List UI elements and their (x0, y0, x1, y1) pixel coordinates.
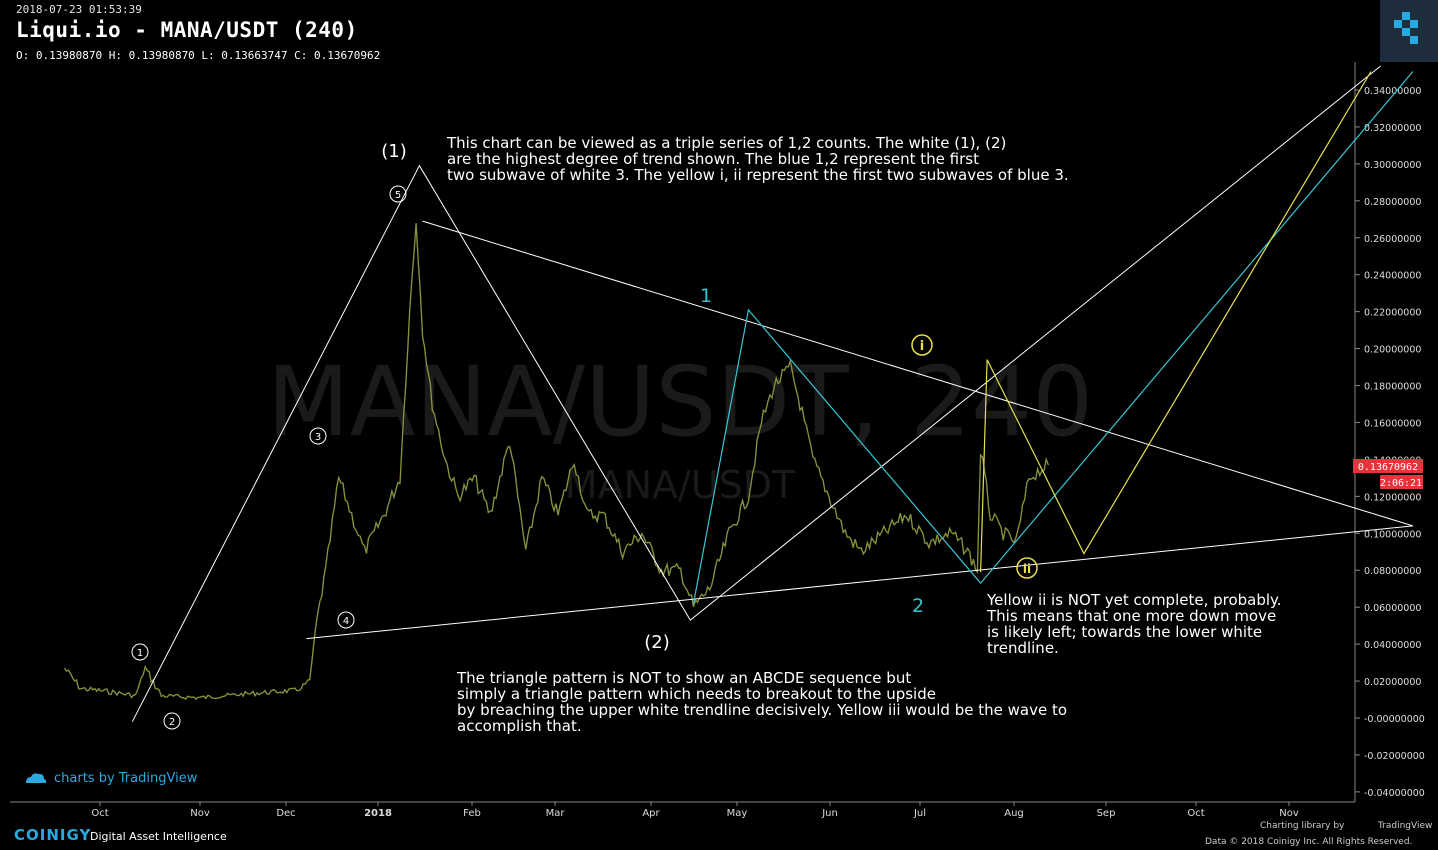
wave-marker-circle-1: 1 (131, 643, 149, 661)
x-tick-label: Nov (1279, 808, 1299, 819)
last-price-badge: 0.13670962 2:06:21 (1353, 459, 1423, 489)
x-tick-label: Jun (821, 808, 838, 819)
y-tick-label: -0.00000000 (1364, 714, 1425, 725)
svg-text:ii: ii (1023, 562, 1031, 576)
svg-text:accomplish that.: accomplish that. (457, 717, 582, 735)
price-series-line (63, 223, 1050, 701)
y-tick-label: 0.06000000 (1364, 603, 1421, 614)
x-tick-label: Oct (91, 808, 108, 819)
svg-text:5: 5 (395, 190, 401, 201)
y-tick-label: 0.10000000 (1364, 529, 1421, 540)
x-tick-label: Oct (1187, 808, 1204, 819)
wave-marker-circle-5: 5 (389, 185, 407, 203)
footer-brand[interactable]: COINIGY (14, 826, 92, 844)
bar-countdown: 2:06:21 (1380, 478, 1422, 489)
wave-label-white-2: (2) (644, 632, 670, 653)
chart-datetime: 2018-07-23 01:53:39 (16, 3, 142, 16)
note-bottom: The triangle pattern is NOT to show an A… (456, 669, 1067, 735)
svg-text:i: i (920, 339, 924, 354)
x-tick-label: Apr (642, 808, 660, 819)
wave-label-cyan-2: 2 (912, 595, 924, 617)
coinigy-logo[interactable] (1380, 0, 1438, 62)
y-tick-label: 0.12000000 (1364, 492, 1421, 503)
data-credit: Data © 2018 Coinigy Inc. All Rights Rese… (1205, 837, 1413, 847)
svg-text:simply a triangle pattern whic: simply a triangle pattern which needs to… (457, 685, 936, 703)
wave-marker-yellow-i: i (911, 334, 933, 356)
tradingview-footer-link[interactable]: TradingView (1378, 821, 1433, 831)
svg-text:1: 1 (137, 648, 143, 659)
svg-text:trendline.: trendline. (987, 639, 1059, 657)
note-top: This chart can be viewed as a triple ser… (446, 134, 1069, 184)
x-tick-label: Dec (276, 808, 295, 819)
y-tick-label: 0.28000000 (1364, 197, 1421, 208)
y-tick-label: 0.18000000 (1364, 382, 1421, 393)
upper-trendline[interactable] (422, 220, 1414, 527)
wave-marker-circle-2: 2 (163, 712, 181, 730)
last-price-value: 0.13670962 (1358, 462, 1418, 473)
coinigy-logo-icon (1394, 12, 1418, 44)
y-tick-label: -0.02000000 (1364, 751, 1425, 762)
white-wave-path[interactable] (131, 65, 1381, 722)
wave-label-white-1: (1) (381, 141, 407, 162)
svg-text:4: 4 (343, 616, 349, 627)
x-tick-label: 2018 (364, 808, 392, 819)
x-tick-label: Nov (190, 808, 210, 819)
y-tick-label: 0.26000000 (1364, 234, 1421, 245)
wave-marker-circle-3: 3 (309, 427, 327, 445)
cyan-wave-path[interactable] (692, 71, 1414, 604)
y-tick-label: -0.04000000 (1364, 788, 1425, 799)
y-tick-label: 0.16000000 (1364, 418, 1421, 429)
y-tick-label: 0.08000000 (1364, 566, 1421, 577)
x-tick-label: May (727, 808, 748, 819)
wave-marker-yellow-ii: ii (1016, 557, 1038, 579)
note-right: Yellow ii is NOT yet complete, probably.… (986, 591, 1282, 657)
y-axis-ticks[interactable]: 0.34000000 0.32000000 0.30000000 0.28000000… (1355, 86, 1425, 799)
price-series-shadow (64, 223, 1049, 700)
x-tick-label: Feb (463, 808, 481, 819)
svg-text:Yellow ii is NOT yet complete,: Yellow ii is NOT yet complete, probably. (986, 591, 1282, 609)
ohlc-readout: O: 0.13980870 H: 0.13980870 L: 0.1366374… (16, 49, 381, 62)
x-tick-label: Mar (546, 808, 566, 819)
y-tick-label: 0.34000000 (1364, 86, 1421, 97)
x-axis-ticks[interactable]: Oct Nov Dec 2018 Feb Mar Apr May Jun Jul Aug Sep Oct… (91, 802, 1299, 819)
footer-tagline: Digital Asset Intelligence (90, 830, 227, 843)
y-tick-label: 0.30000000 (1364, 160, 1421, 171)
chart-title: Liqui.io - MANA/USDT (240) (16, 18, 358, 42)
tradingview-cloud-icon (24, 770, 48, 789)
y-tick-label: 0.04000000 (1364, 640, 1421, 651)
yellow-wave-path[interactable] (980, 71, 1372, 573)
svg-text:by breaching the upper white t: by breaching the upper white trendline d… (457, 701, 1067, 719)
lower-trendline[interactable] (306, 525, 1413, 640)
watermark-small: MANA/USDT (565, 463, 796, 507)
svg-text:2: 2 (169, 717, 175, 728)
y-tick-label: 0.02000000 (1364, 677, 1421, 688)
x-tick-label: Jul (913, 808, 926, 819)
y-tick-label: 0.22000000 (1364, 308, 1421, 319)
x-tick-label: Sep (1097, 808, 1116, 819)
wave-marker-circle-4: 4 (337, 611, 355, 629)
svg-text:3: 3 (315, 432, 321, 443)
svg-text:are the highest degree of tren: are the highest degree of trend shown. T… (447, 150, 979, 168)
svg-text:This means that one more down: This means that one more down move (986, 607, 1276, 625)
y-tick-label: 0.24000000 (1364, 271, 1421, 282)
wave-label-cyan-1: 1 (700, 285, 712, 307)
charting-library-label: Charting library by (1260, 821, 1345, 831)
y-tick-label: 0.20000000 (1364, 345, 1421, 356)
y-tick-label: 0.32000000 (1364, 123, 1421, 134)
svg-text:This chart can be viewed as a: This chart can be viewed as a triple ser… (446, 134, 1006, 152)
watermark-big: MANA/USDT, 240 (267, 346, 1093, 458)
svg-text:two subwave of white 3. The ye: two subwave of white 3. The yellow i, ii… (447, 166, 1069, 184)
x-tick-label: Aug (1004, 808, 1024, 819)
svg-text:is likely left; towards the lo: is likely left; towards the lower white (987, 623, 1262, 641)
svg-text:The triangle pattern is NOT to: The triangle pattern is NOT to show an A… (456, 669, 911, 687)
charts-by-tradingview-link[interactable]: charts by TradingView (54, 771, 198, 786)
